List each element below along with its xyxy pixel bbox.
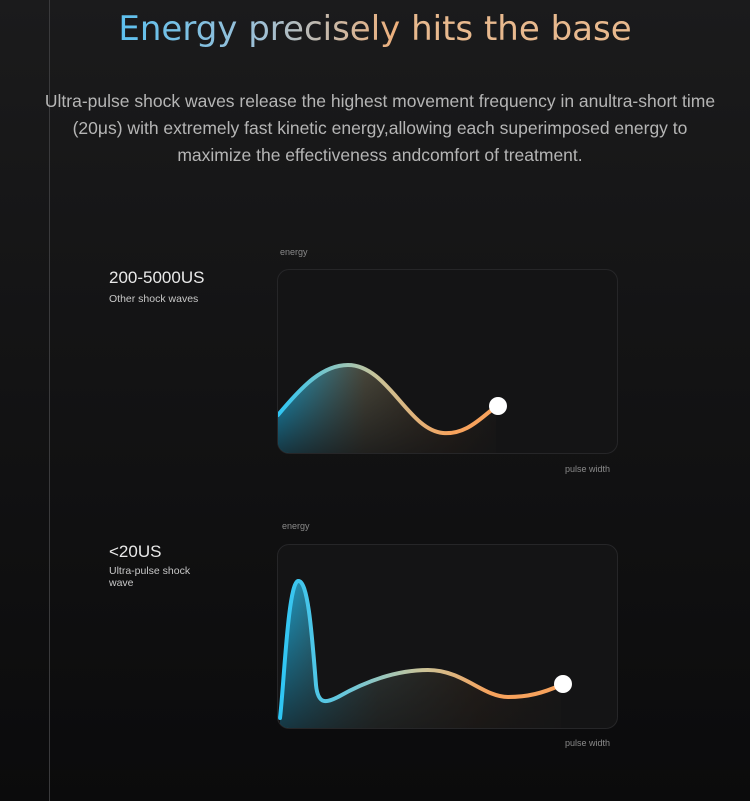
chart2-label: <20US bbox=[109, 542, 162, 561]
chart2-curve bbox=[278, 579, 563, 720]
chart2-endpoint-marker bbox=[554, 675, 572, 693]
chart1-y-axis-label: energy bbox=[280, 247, 308, 257]
chart1-curve bbox=[278, 362, 498, 436]
chart1-area-fade bbox=[278, 365, 496, 453]
chart1-panel bbox=[277, 269, 618, 454]
page-title: Energy precisely hits the base bbox=[0, 8, 750, 50]
chart2-area-fade bbox=[280, 580, 561, 728]
chart2-svg bbox=[278, 579, 572, 728]
chart1-label: 200-5000US bbox=[109, 268, 205, 287]
chart1-x-axis-label: pulse width bbox=[565, 464, 611, 474]
left-divider bbox=[49, 0, 50, 801]
chart1-svg bbox=[278, 362, 507, 453]
chart1-sublabel: Other shock waves bbox=[109, 293, 199, 305]
chart2-x-axis-label: pulse width bbox=[565, 738, 611, 748]
chart2-sublabel: Ultra-pulse shock wave bbox=[109, 565, 191, 589]
title-part-1: Energy precisely bbox=[118, 9, 401, 49]
title-part-2: hits the base bbox=[411, 9, 632, 49]
chart1-endpoint-marker bbox=[489, 397, 507, 415]
chart2-y-axis-label: energy bbox=[282, 521, 310, 531]
intro-paragraph: Ultra-pulse shock waves release the high… bbox=[44, 91, 716, 165]
chart2-panel bbox=[277, 544, 618, 729]
